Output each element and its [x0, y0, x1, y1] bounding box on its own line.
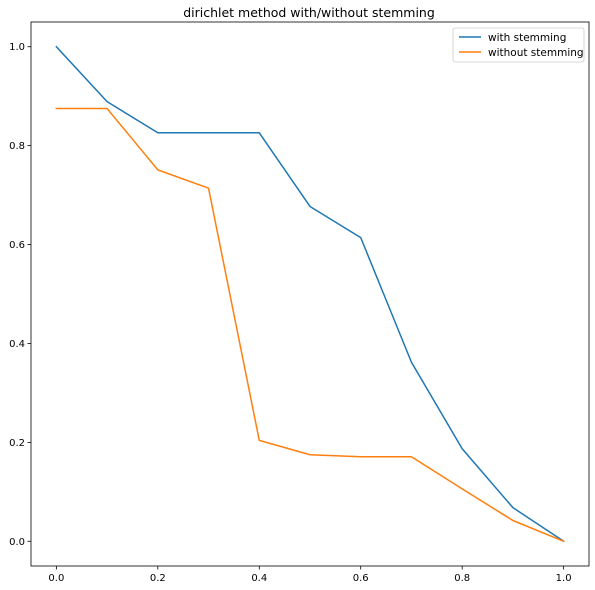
x-tick-label: 0.4 — [251, 573, 267, 584]
x-tick-label: 0.6 — [353, 573, 369, 584]
x-tick-label: 0.0 — [48, 573, 64, 584]
y-tick-label: 0.4 — [9, 339, 25, 350]
series-line-without-stemming — [55, 107, 565, 543]
x-tick-label: 0.8 — [454, 573, 470, 584]
plot-area — [30, 21, 590, 567]
x-tick-label: 0.2 — [150, 573, 166, 584]
x-axis: 0.0 0.2 0.4 0.6 0.8 1.0 — [48, 566, 572, 584]
series-line-with-stemming — [55, 45, 565, 543]
y-tick-label: 1.0 — [9, 42, 25, 53]
legend: with stemming without stemming — [452, 27, 585, 63]
y-tick-label: 0.8 — [9, 141, 25, 152]
x-tick-label: 1.0 — [556, 573, 572, 584]
legend-entry-with-stemming: with stemming — [488, 32, 566, 44]
y-axis: 0.0 0.2 0.4 0.6 0.8 1.0 — [9, 42, 31, 548]
series-layer — [55, 45, 565, 543]
y-tick-label: 0.2 — [9, 438, 25, 449]
legend-entry-without-stemming: without stemming — [488, 47, 584, 59]
y-tick-label: 0.6 — [9, 240, 25, 251]
y-tick-label: 0.0 — [9, 537, 25, 548]
legend-box — [452, 27, 585, 63]
chart-title: dirichlet method with/without stemming — [183, 5, 435, 20]
